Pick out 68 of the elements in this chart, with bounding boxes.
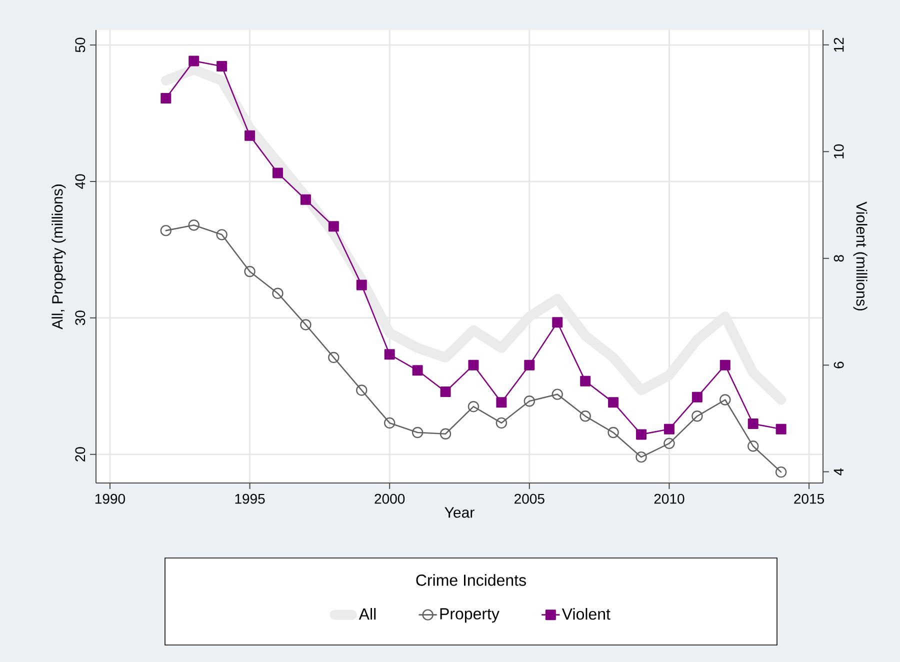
point [468,400,480,412]
x-tick-label: 2015 [794,494,824,504]
x-tick-label: 2005 [514,494,544,504]
point [356,384,368,396]
point [440,428,452,440]
x-axis-title: Year [444,507,474,518]
point [524,360,535,370]
y2-tick-label: 8 [834,255,844,262]
y-axis-title: All, Property (millions) [52,184,66,330]
point [692,410,703,422]
point [272,168,283,178]
point [720,360,730,370]
point [608,397,619,408]
point [440,386,451,398]
point [244,266,256,278]
point [384,349,395,360]
point [776,424,786,434]
point [300,319,312,330]
point [300,194,311,205]
point [664,424,674,434]
y-tick-label: 40 [75,174,86,189]
point [775,466,787,478]
y2-axis-title: Violent (millions) [853,202,868,310]
point [636,451,647,463]
y2-tick-label: 6 [834,362,844,368]
point [188,220,200,231]
point [328,352,340,364]
point [272,288,284,299]
x-tick-label: 2010 [654,494,684,504]
legend-label: Property [440,608,500,623]
point [552,317,563,328]
point [748,418,758,430]
y-tick-label: 20 [75,447,86,462]
point [244,130,256,141]
point [720,394,731,406]
legend-title: Crime Incidents [416,574,526,586]
point [580,410,591,422]
legend-label: Violent [562,608,610,620]
point [216,229,228,240]
point [216,61,228,72]
y-tick-label: 50 [75,38,86,52]
point [160,93,172,104]
point [496,397,507,408]
point [748,440,759,452]
point [468,360,479,370]
point [188,56,200,66]
y-tick-label: 30 [75,310,86,326]
point [636,429,646,440]
point [412,426,424,438]
y2-tick-label: 4 [834,468,844,476]
y2-tick-label: 12 [834,38,844,52]
point [552,388,563,400]
point [160,224,172,236]
x-tick-label: 1995 [235,494,265,504]
point [692,392,702,402]
point [328,221,339,232]
point [356,280,367,290]
point [412,365,423,376]
point [580,376,591,386]
point [608,426,619,438]
point [384,417,396,429]
x-tick-label: 2000 [374,494,405,504]
point [664,438,675,450]
y2-tick-label: 10 [834,144,844,158]
point [496,417,508,429]
point [524,396,536,407]
legend-label: All [358,608,376,620]
x-tick-label: 1990 [95,494,126,504]
